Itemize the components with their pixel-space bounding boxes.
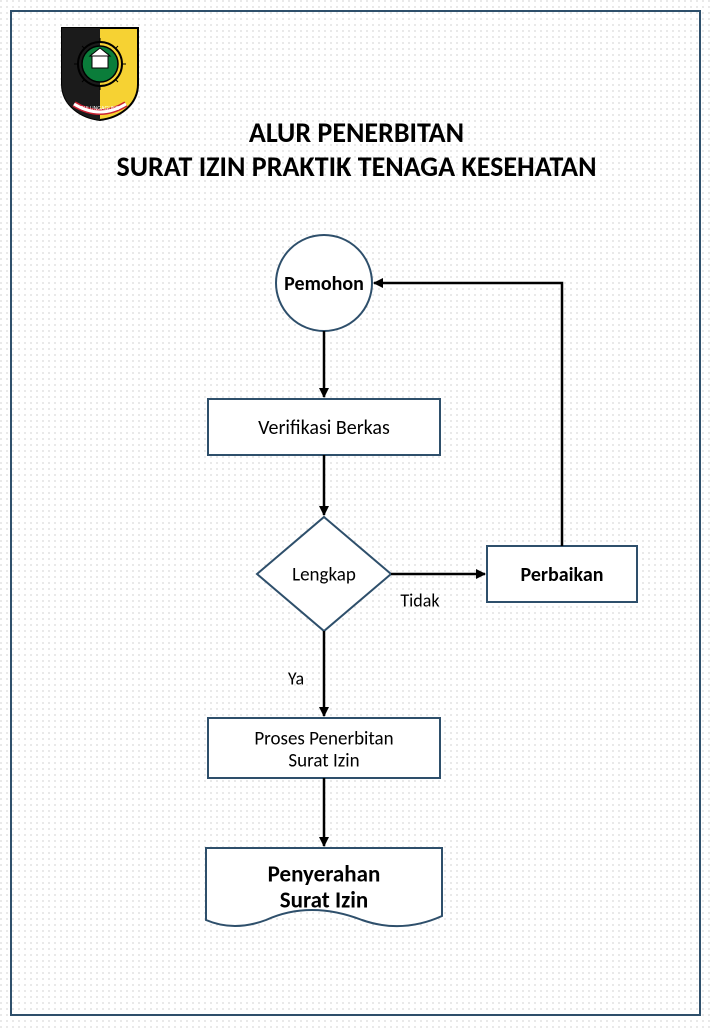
page: TULUNGAGUNG ALUR PENERBITAN SURAT IZIN P…	[0, 0, 713, 1028]
node-verify-label: Verifikasi Berkas	[258, 416, 390, 440]
node-process-label1: Proses Penerbitan	[254, 728, 393, 751]
node-decision-label: Lengkap	[292, 564, 356, 587]
node-start-label: Pemohon	[284, 272, 364, 296]
node-process-label2: Surat Izin	[288, 750, 359, 773]
edge-label-tidak: Tidak	[400, 589, 439, 611]
edge-label-ya: Ya	[288, 667, 304, 689]
node-fix-label: Perbaikan	[521, 563, 604, 587]
flowchart: Pemohon Verifikasi Berkas Lengkap Perbai…	[0, 0, 713, 1028]
node-deliver-label2: Surat Izin	[280, 887, 368, 915]
node-deliver-label1: Penyerahan	[268, 861, 381, 889]
